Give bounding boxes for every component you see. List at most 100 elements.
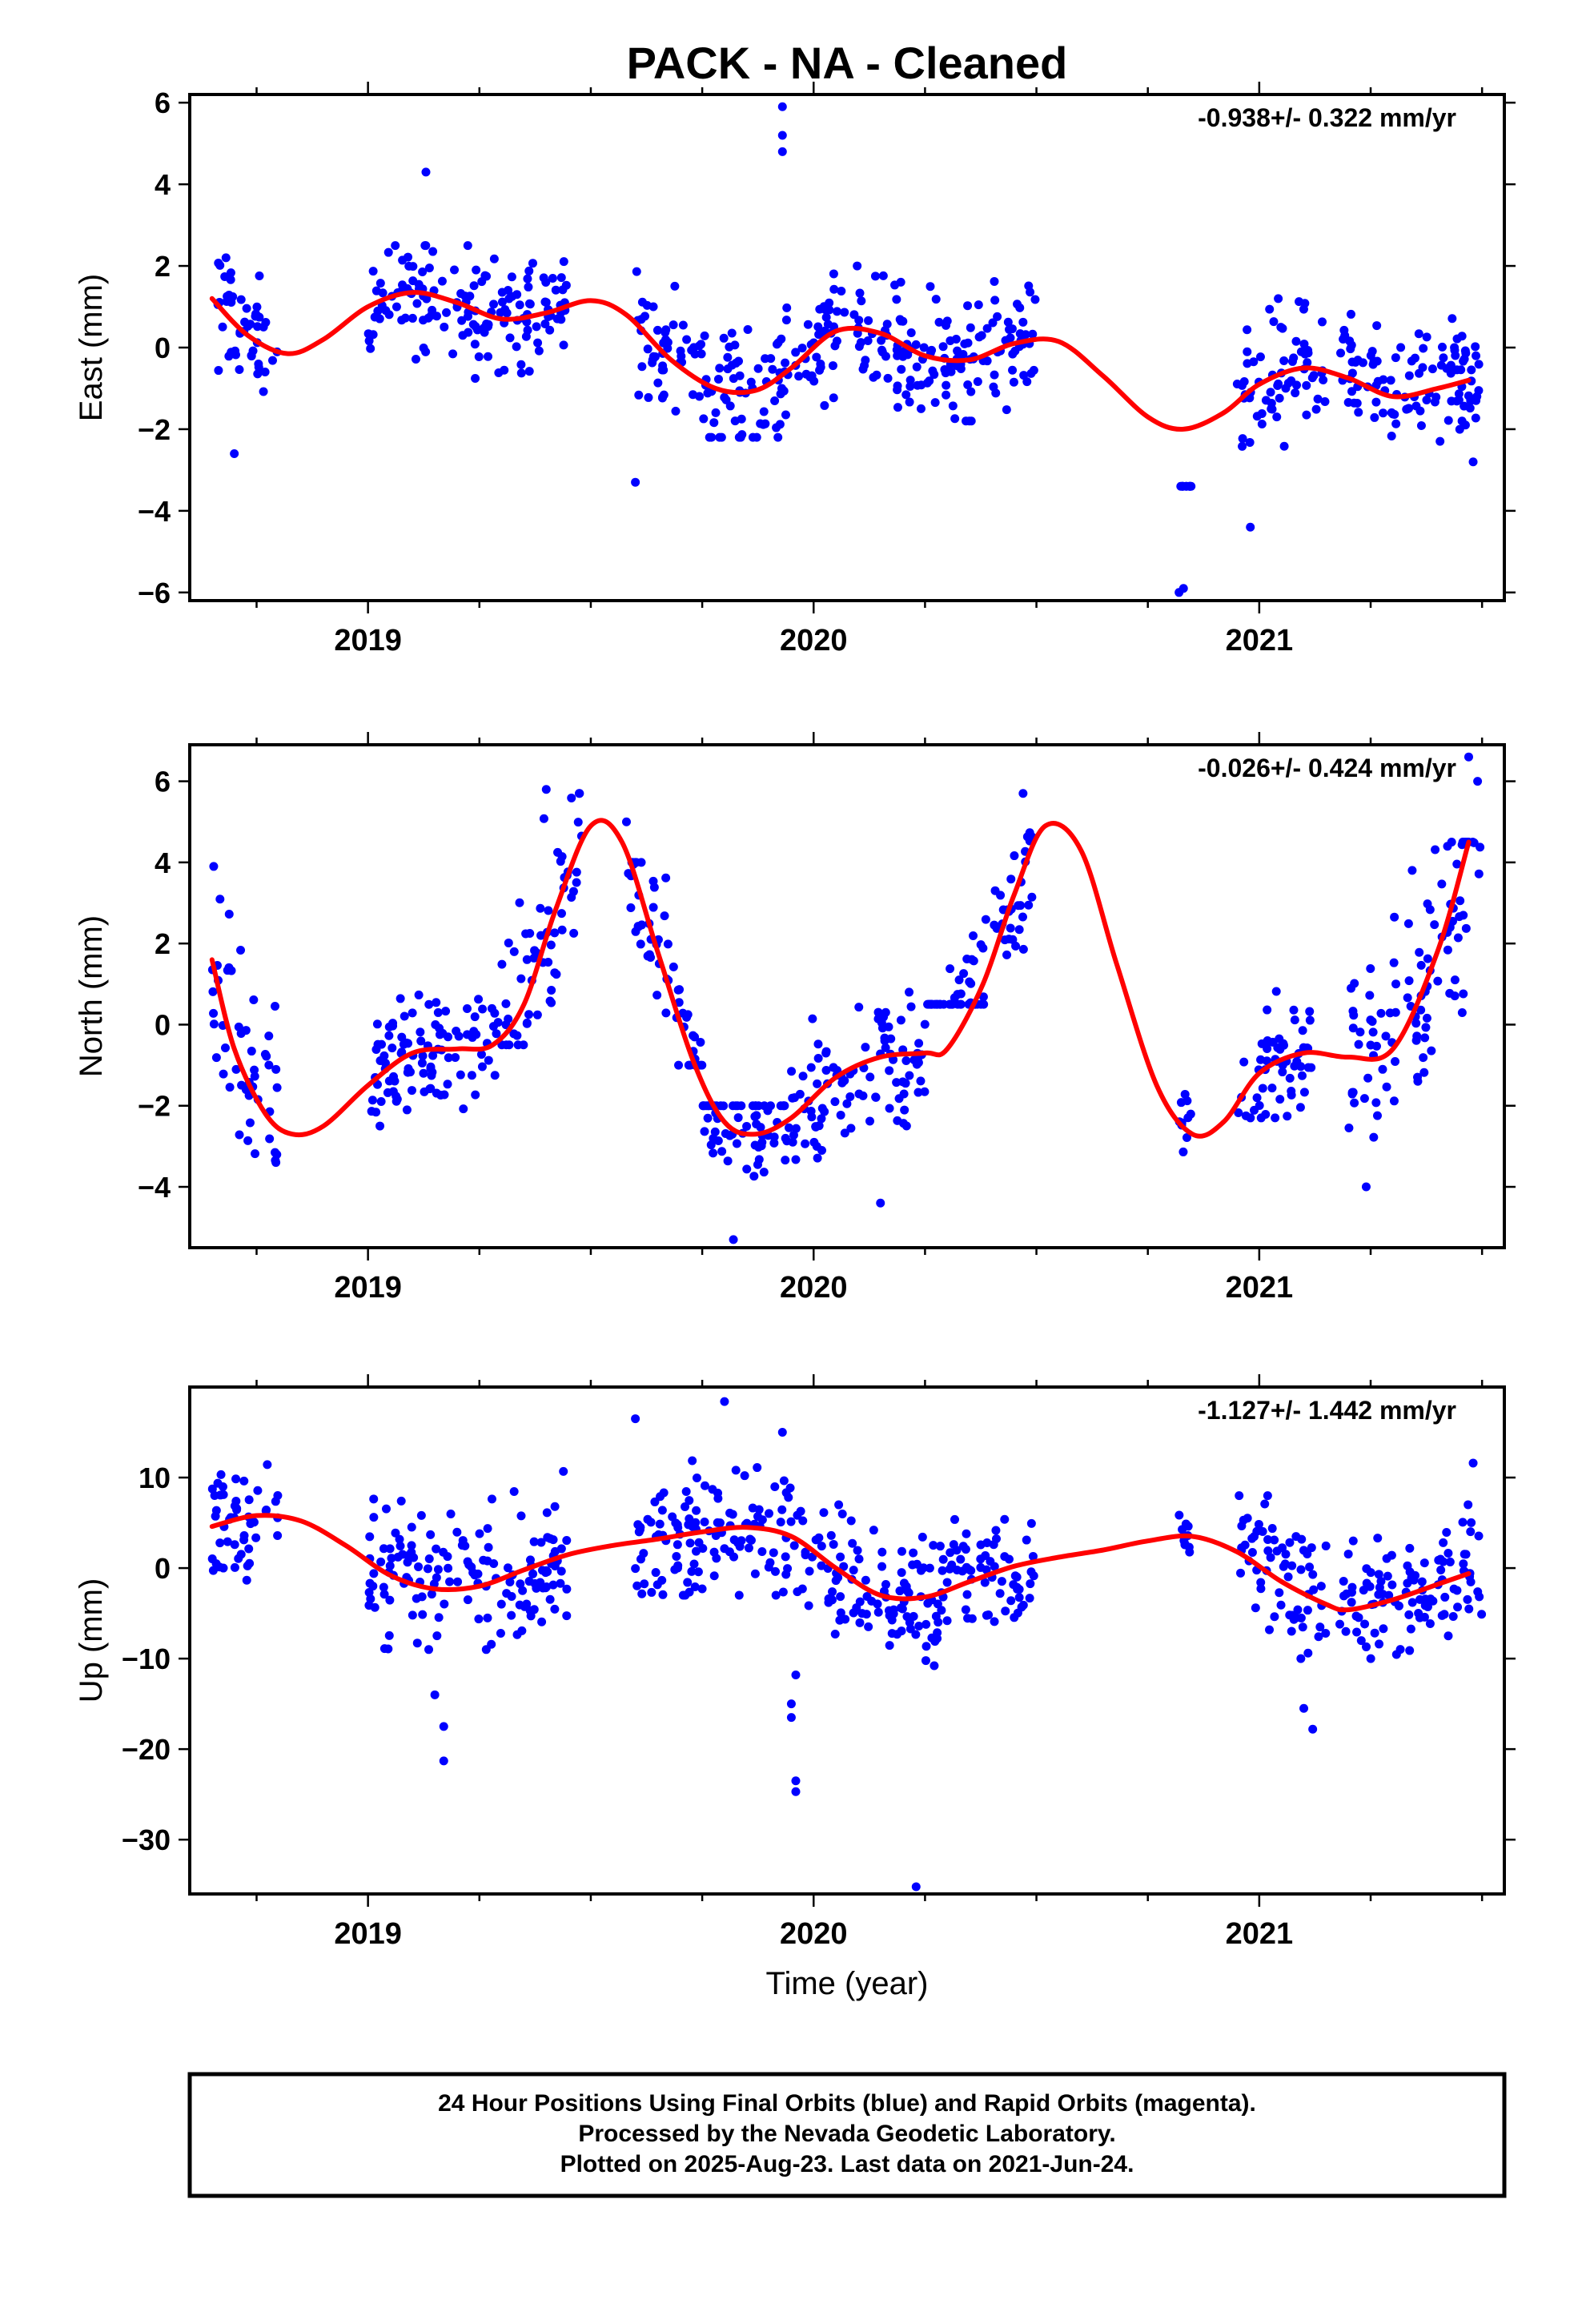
data-point xyxy=(1419,1053,1428,1063)
data-point xyxy=(1305,1015,1315,1025)
data-point xyxy=(416,1027,425,1037)
data-point xyxy=(834,1500,844,1510)
data-point xyxy=(405,1068,415,1077)
data-point xyxy=(1370,1628,1379,1638)
data-point xyxy=(435,1030,444,1039)
data-point xyxy=(1292,380,1302,390)
data-point xyxy=(501,999,511,1008)
up-axis-label: Up (mm) xyxy=(74,1578,109,1703)
data-point xyxy=(423,1564,432,1574)
data-point xyxy=(781,1133,790,1143)
data-point xyxy=(1006,1596,1016,1606)
data-point xyxy=(832,307,841,316)
data-point xyxy=(691,1518,701,1527)
data-point xyxy=(1256,1578,1266,1587)
data-point xyxy=(1419,344,1428,353)
data-point xyxy=(1029,365,1038,375)
data-point xyxy=(911,340,921,349)
data-point xyxy=(952,1546,962,1555)
data-point xyxy=(693,1567,703,1577)
data-point xyxy=(440,1599,449,1609)
data-point xyxy=(550,928,560,938)
east-rate-label: -0.938+/- 0.322 mm/yr xyxy=(1198,103,1456,132)
data-point xyxy=(829,269,838,279)
data-point xyxy=(419,1068,428,1078)
x-tick-label: 2019 xyxy=(334,624,402,657)
outlier-point xyxy=(1473,777,1483,786)
data-point xyxy=(1443,945,1452,955)
data-point xyxy=(825,298,834,308)
data-point xyxy=(516,1579,525,1589)
data-point xyxy=(243,1136,253,1145)
data-point xyxy=(637,920,647,930)
data-point xyxy=(1362,1642,1371,1651)
data-point xyxy=(703,388,713,398)
data-point xyxy=(253,369,263,379)
y-tick-label: −30 xyxy=(122,1823,171,1856)
data-point xyxy=(404,261,414,271)
data-point xyxy=(1454,389,1464,399)
data-point xyxy=(209,862,219,871)
data-point xyxy=(806,1106,816,1116)
data-point xyxy=(487,1639,496,1649)
data-point xyxy=(990,370,999,380)
data-point xyxy=(550,1561,560,1570)
data-point xyxy=(690,1582,700,1591)
data-point xyxy=(1471,413,1480,423)
data-point xyxy=(685,1538,695,1548)
data-point xyxy=(781,316,791,325)
data-point xyxy=(674,998,684,1007)
data-point xyxy=(873,1607,883,1617)
data-point xyxy=(548,1580,558,1590)
data-point xyxy=(1373,1534,1383,1543)
data-point xyxy=(727,328,737,338)
data-point xyxy=(1366,1040,1375,1050)
data-point xyxy=(757,1547,767,1557)
data-point xyxy=(813,1153,822,1163)
outlier-point xyxy=(1246,522,1255,532)
data-point xyxy=(224,963,234,972)
data-point xyxy=(1391,979,1401,989)
data-point xyxy=(1423,1602,1432,1611)
data-point xyxy=(1255,352,1265,362)
data-point xyxy=(990,296,1000,305)
data-point xyxy=(489,1559,499,1569)
y-tick-label: 4 xyxy=(155,846,171,879)
data-point xyxy=(751,1101,761,1111)
data-point xyxy=(1303,1606,1312,1615)
data-point xyxy=(1266,1553,1275,1562)
data-point xyxy=(434,1613,444,1622)
data-point xyxy=(1439,1557,1448,1566)
data-point xyxy=(1186,1109,1195,1119)
data-point xyxy=(458,331,468,340)
data-point xyxy=(938,1566,947,1575)
data-point xyxy=(1456,896,1465,906)
data-point xyxy=(521,332,531,341)
data-point xyxy=(703,1113,713,1123)
data-point xyxy=(1404,371,1414,380)
data-point xyxy=(1447,396,1456,406)
data-point xyxy=(1251,1603,1260,1613)
data-point xyxy=(857,296,866,306)
data-point xyxy=(556,1544,566,1554)
data-point xyxy=(812,352,821,362)
data-point xyxy=(383,1088,392,1097)
data-point xyxy=(974,300,983,310)
data-point xyxy=(381,306,391,316)
data-point xyxy=(1347,1587,1356,1597)
outlier-point xyxy=(621,817,631,826)
data-point xyxy=(1475,1592,1484,1602)
data-point xyxy=(962,955,972,964)
data-point xyxy=(1022,1535,1031,1545)
data-point xyxy=(433,1007,443,1017)
data-point xyxy=(715,1518,725,1528)
data-point xyxy=(224,910,234,919)
north-fit-curve xyxy=(209,818,1472,1139)
data-point xyxy=(529,953,539,963)
data-point xyxy=(839,1562,849,1571)
data-point xyxy=(384,1022,394,1031)
data-point xyxy=(1309,1585,1319,1594)
data-point xyxy=(391,302,401,312)
data-point xyxy=(713,374,723,384)
data-point xyxy=(671,406,681,416)
